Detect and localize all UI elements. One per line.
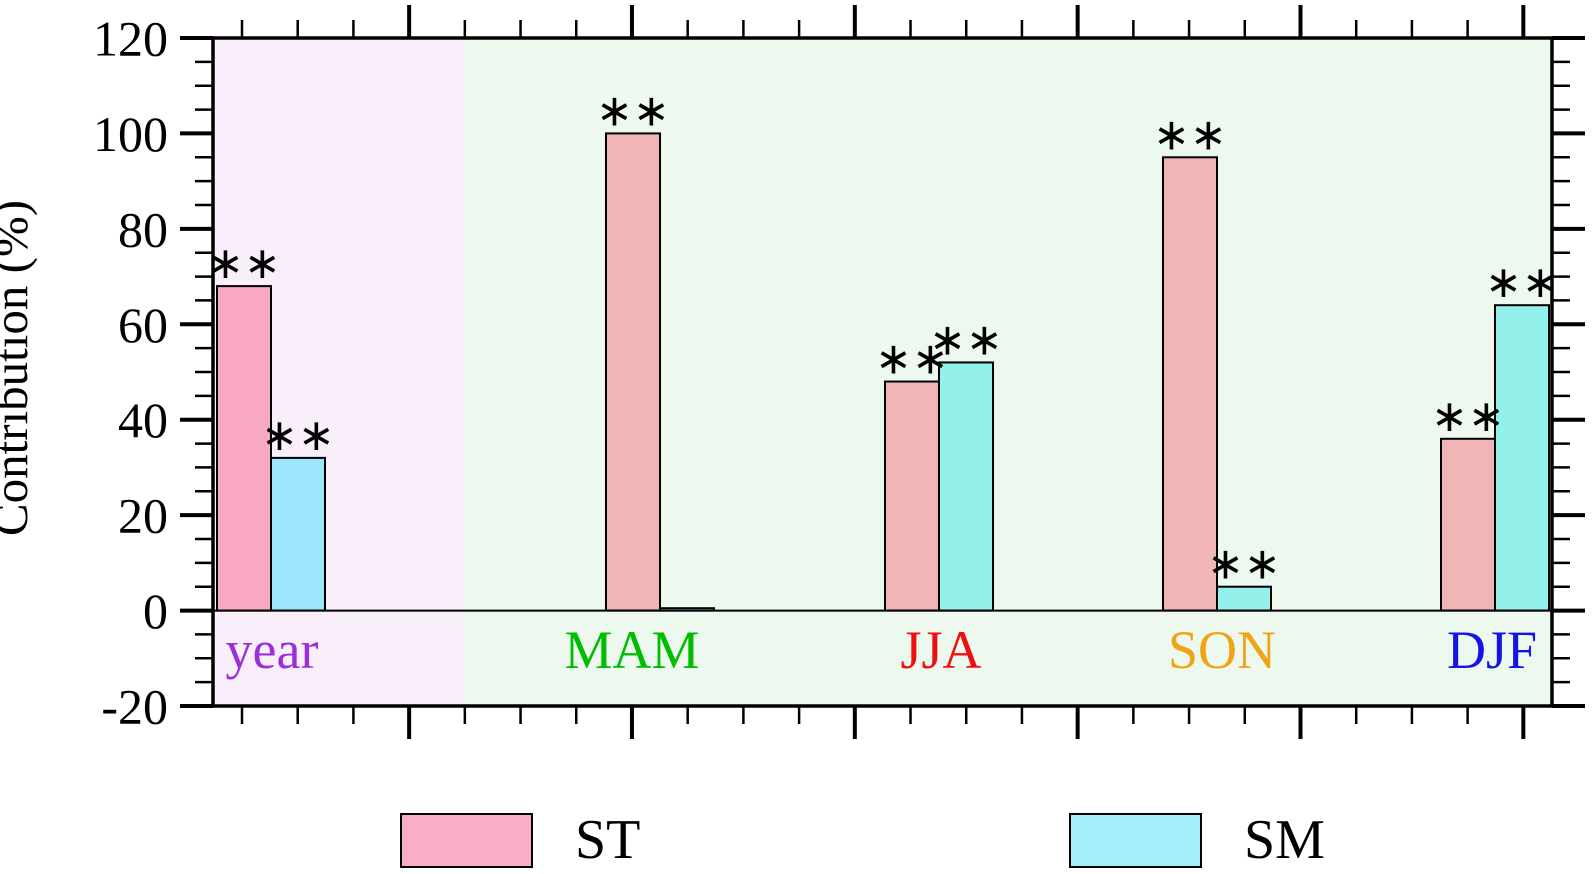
y-axis-tick-labels: -20 0 20 40 60 80 100 120 xyxy=(93,11,168,735)
y-tick-label-20: 20 xyxy=(118,488,168,544)
category-label-jja: JJA xyxy=(900,620,981,680)
category-label-year: year xyxy=(226,620,319,680)
sig-st-son: ∗∗ xyxy=(1153,109,1227,160)
plot-frame xyxy=(211,36,1554,708)
sig-st-year: ∗∗ xyxy=(207,238,281,289)
sig-sm-djf: ∗∗ xyxy=(1485,257,1559,308)
bar-sm-jja xyxy=(938,361,994,612)
sig-st-djf: ∗∗ xyxy=(1431,391,1505,442)
category-label-son: SON xyxy=(1168,620,1276,680)
y-axis-ticks xyxy=(180,36,1585,708)
significance-annotations: ∗∗∗∗∗∗∗∗∗∗∗∗∗∗∗∗∗∗ xyxy=(207,85,1559,589)
y-tick-label-80: 80 xyxy=(118,201,168,257)
y-tick-label-120: 120 xyxy=(93,11,168,67)
bar-sm-year xyxy=(270,456,326,612)
category-label-mam: MAM xyxy=(564,620,699,680)
sig-sm-year: ∗∗ xyxy=(261,410,335,461)
bar-sm-son xyxy=(1216,585,1272,612)
category-labels: year MAM JJA SON DJF xyxy=(226,620,1537,680)
sig-sm-jja: ∗∗ xyxy=(929,314,1003,365)
bars xyxy=(216,132,1550,612)
sig-st-mam: ∗∗ xyxy=(596,85,670,136)
bar-sm-djf xyxy=(1494,304,1550,612)
y-tick-label-40: 40 xyxy=(118,392,168,448)
y-axis-title: Contribution (%) xyxy=(0,200,38,536)
y-tick-label--20: -20 xyxy=(101,679,168,735)
y-tick-label-100: 100 xyxy=(93,106,168,162)
sig-sm-son: ∗∗ xyxy=(1207,539,1281,590)
category-label-djf: DJF xyxy=(1447,620,1537,680)
sig-st-jja: ∗∗ xyxy=(875,334,949,385)
x-axis-ticks xyxy=(240,5,1526,739)
bar-st-mam xyxy=(605,132,661,612)
bar-st-jja xyxy=(884,380,940,612)
y-tick-label-0: 0 xyxy=(143,583,168,639)
y-tick-label-60: 60 xyxy=(118,297,168,353)
bar-st-djf xyxy=(1440,437,1496,612)
